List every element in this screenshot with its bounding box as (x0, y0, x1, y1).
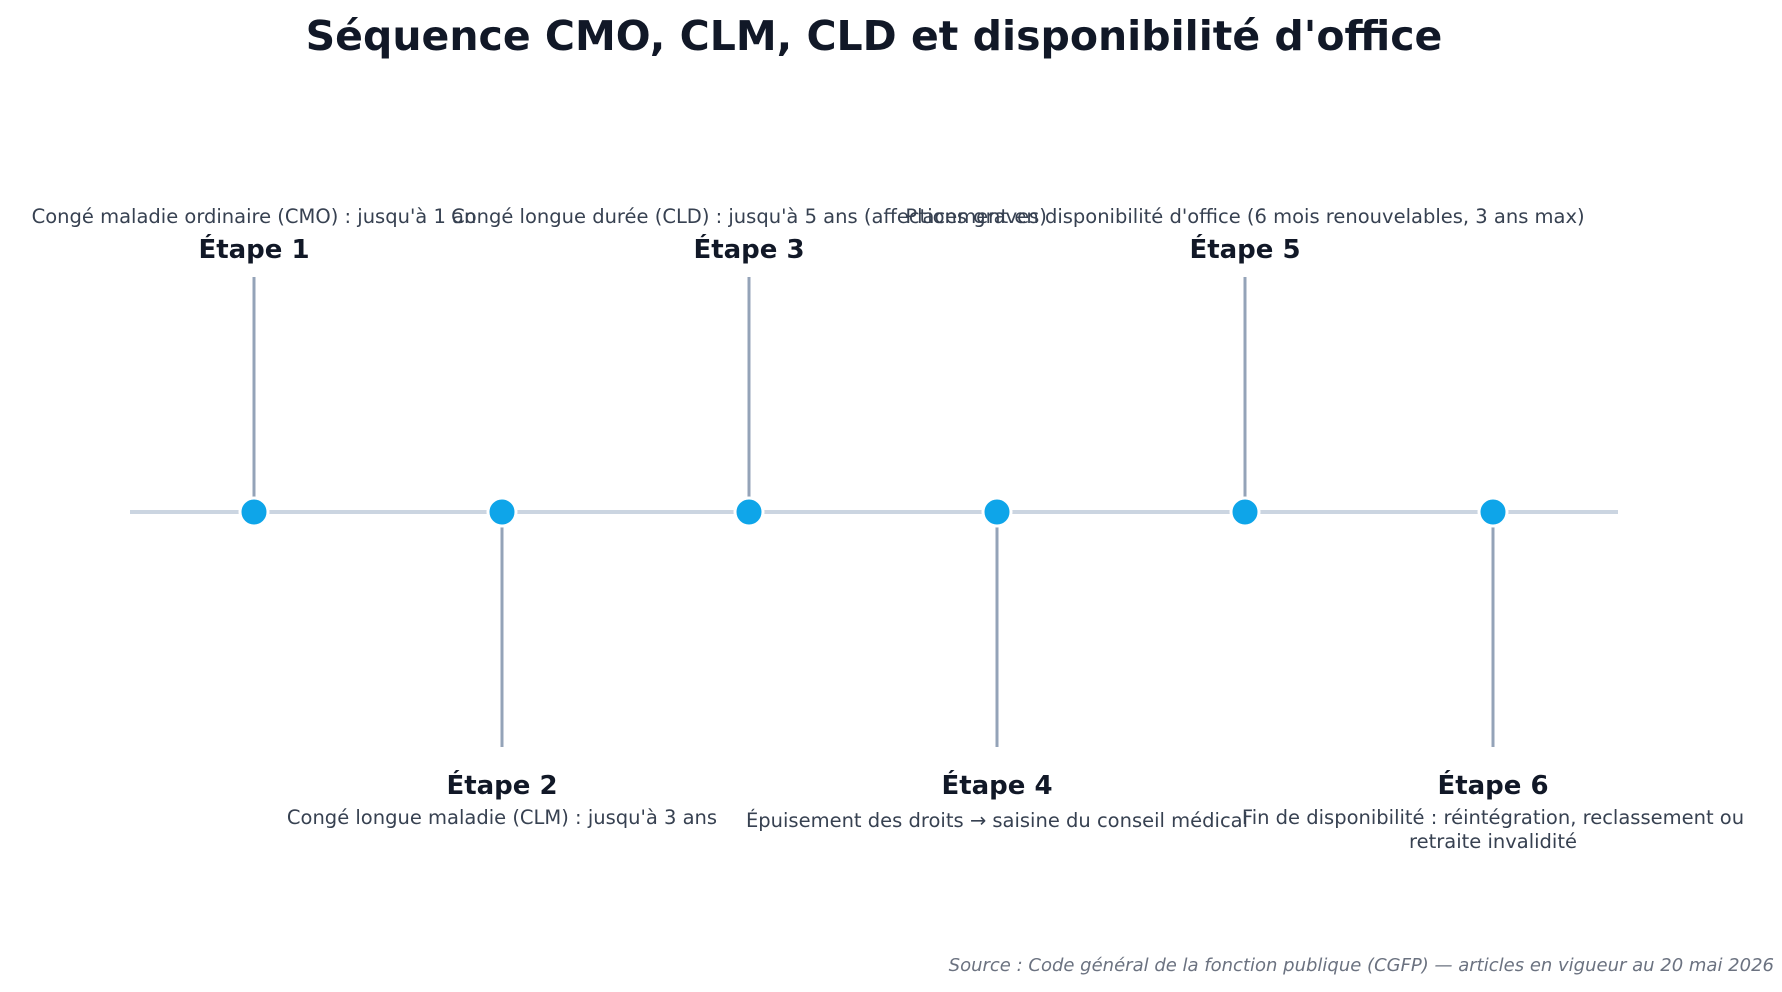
chart-title: Séquence CMO, CLM, CLD et disponibilité … (305, 12, 1443, 60)
step-5-label: Étape 5 (1189, 235, 1301, 265)
step-1-marker (238, 496, 270, 528)
timeline-stems (252, 277, 1495, 747)
step-3-label: Étape 3 (693, 235, 805, 265)
step-6-description: Fin de disponibilité : réintégration, re… (1241, 806, 1745, 853)
step-4-marker (981, 496, 1013, 528)
step-1-label: Étape 1 (198, 235, 310, 265)
step-1-description: Congé maladie ordinaire (CMO) : jusqu'à … (31, 205, 477, 228)
step-6-marker (1477, 496, 1509, 528)
step-3-marker (733, 496, 765, 528)
step-6-label: Étape 6 (1437, 771, 1549, 801)
step-2-description: Congé longue maladie (CLM) : jusqu'à 3 a… (286, 806, 718, 829)
step-4-description: Épuisement des droits → saisine du conse… (745, 809, 1249, 832)
step-5-marker (1229, 496, 1261, 528)
step-2-marker (486, 496, 518, 528)
step-4-label: Étape 4 (941, 771, 1053, 801)
step-3-description: Congé longue durée (CLD) : jusqu'à 5 ans… (451, 205, 1047, 228)
source-note: Source : Code général de la fonction pub… (948, 955, 1774, 976)
step-5-description: Placement en disponibilité d'office (6 m… (905, 205, 1585, 228)
timeline-markers (238, 496, 1509, 528)
step-2-label: Étape 2 (446, 771, 558, 801)
